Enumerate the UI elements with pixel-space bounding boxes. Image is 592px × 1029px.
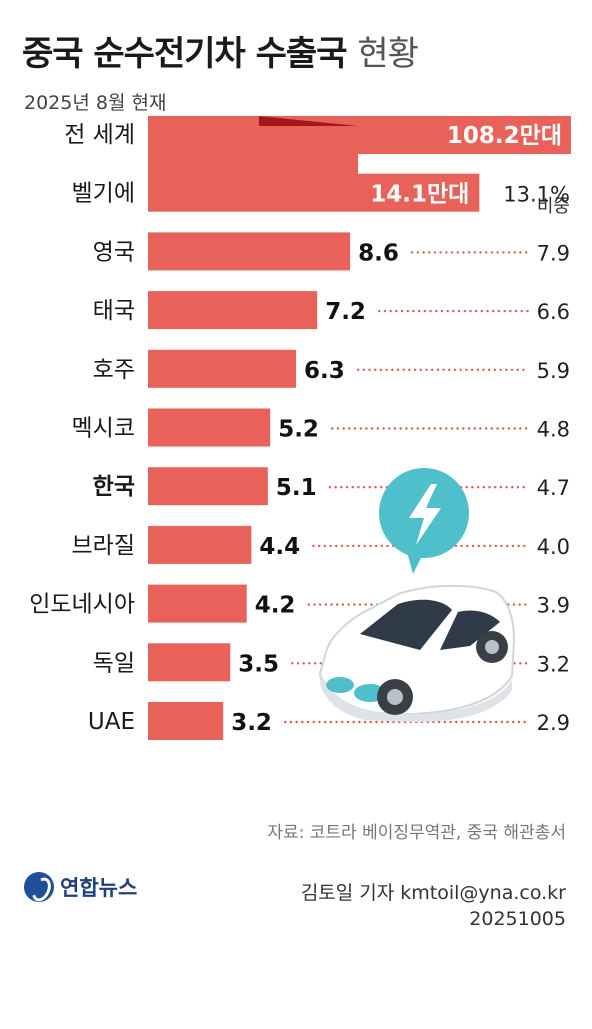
share-label: 7.9 <box>537 241 570 265</box>
chart-subtitle: 2025년 8월 현재 <box>24 92 167 114</box>
value-label: 7.2 <box>325 299 366 325</box>
share-label: 5.9 <box>537 359 570 383</box>
value-label: 3.5 <box>238 651 279 677</box>
bubble-tail <box>406 548 426 574</box>
category-label: 한국 <box>93 474 135 500</box>
lightning-icon <box>409 484 441 545</box>
bar-break-mark <box>259 116 358 126</box>
title-main: 중국 순수전기차 수출국 <box>22 34 347 74</box>
credit: 김토일 기자 kmtoil@yna.co.kr <box>300 882 566 904</box>
bar <box>148 232 351 271</box>
bar <box>148 291 318 330</box>
share-label: 3.9 <box>537 594 570 618</box>
bar <box>148 116 571 174</box>
value-label: 5.2 <box>278 417 319 443</box>
category-label: 인도네시아 <box>29 592 135 618</box>
share-label: 6.6 <box>537 300 570 324</box>
share-label: 4.0 <box>537 535 570 559</box>
chart-title: 중국 순수전기차 수출국 현황 <box>22 26 419 75</box>
share-label: 4.8 <box>537 418 570 442</box>
bar <box>148 643 231 682</box>
bar <box>148 467 268 506</box>
title-light: 현황 <box>357 34 419 74</box>
bar <box>148 584 247 623</box>
share-label: 4.7 <box>537 476 570 500</box>
share-label: 2.9 <box>537 711 570 735</box>
source-note: 자료: 코트라 베이징무역관, 중국 해관총서 <box>267 823 566 843</box>
bar <box>148 173 480 212</box>
category-label: 브라질 <box>72 533 135 559</box>
value-label: 14.1만대 <box>370 182 469 208</box>
ev-car-illustration <box>318 468 516 722</box>
category-label: 전 세계 <box>64 122 135 148</box>
bar <box>148 349 297 388</box>
headlight-icon <box>326 677 354 693</box>
logo-text: 연합뉴스 <box>60 876 138 900</box>
value-label: 4.2 <box>255 593 296 619</box>
bar <box>148 525 252 564</box>
category-label: 독일 <box>93 650 135 676</box>
category-label: 태국 <box>93 298 135 324</box>
bar <box>148 702 224 740</box>
category-label: 벨기에 <box>72 181 135 207</box>
share-label: 13.1% <box>503 183 570 207</box>
wheel-hub <box>387 689 403 705</box>
category-label: 멕시코 <box>72 416 135 442</box>
value-label: 5.1 <box>276 475 317 501</box>
value-label: 6.3 <box>304 358 345 384</box>
value-label: 108.2만대 <box>447 123 562 149</box>
bar <box>148 408 271 447</box>
share-header: 비중 <box>537 196 570 217</box>
yonhap-logo-icon <box>24 872 54 902</box>
car-side-window <box>440 610 500 650</box>
wheel-hub <box>485 640 499 654</box>
category-label: UAE <box>88 709 135 735</box>
value-label: 4.4 <box>259 534 300 560</box>
value-label: 8.6 <box>358 240 399 266</box>
category-label: 영국 <box>93 239 135 265</box>
category-label: 호주 <box>93 357 135 383</box>
value-label: 3.2 <box>231 710 272 736</box>
share-label: 3.2 <box>537 652 570 676</box>
publish-date: 20251005 <box>469 908 566 930</box>
car-lower-shade <box>320 676 512 722</box>
yonhap-logo: 연합뉴스 <box>24 872 137 902</box>
car-windshield <box>360 599 452 650</box>
